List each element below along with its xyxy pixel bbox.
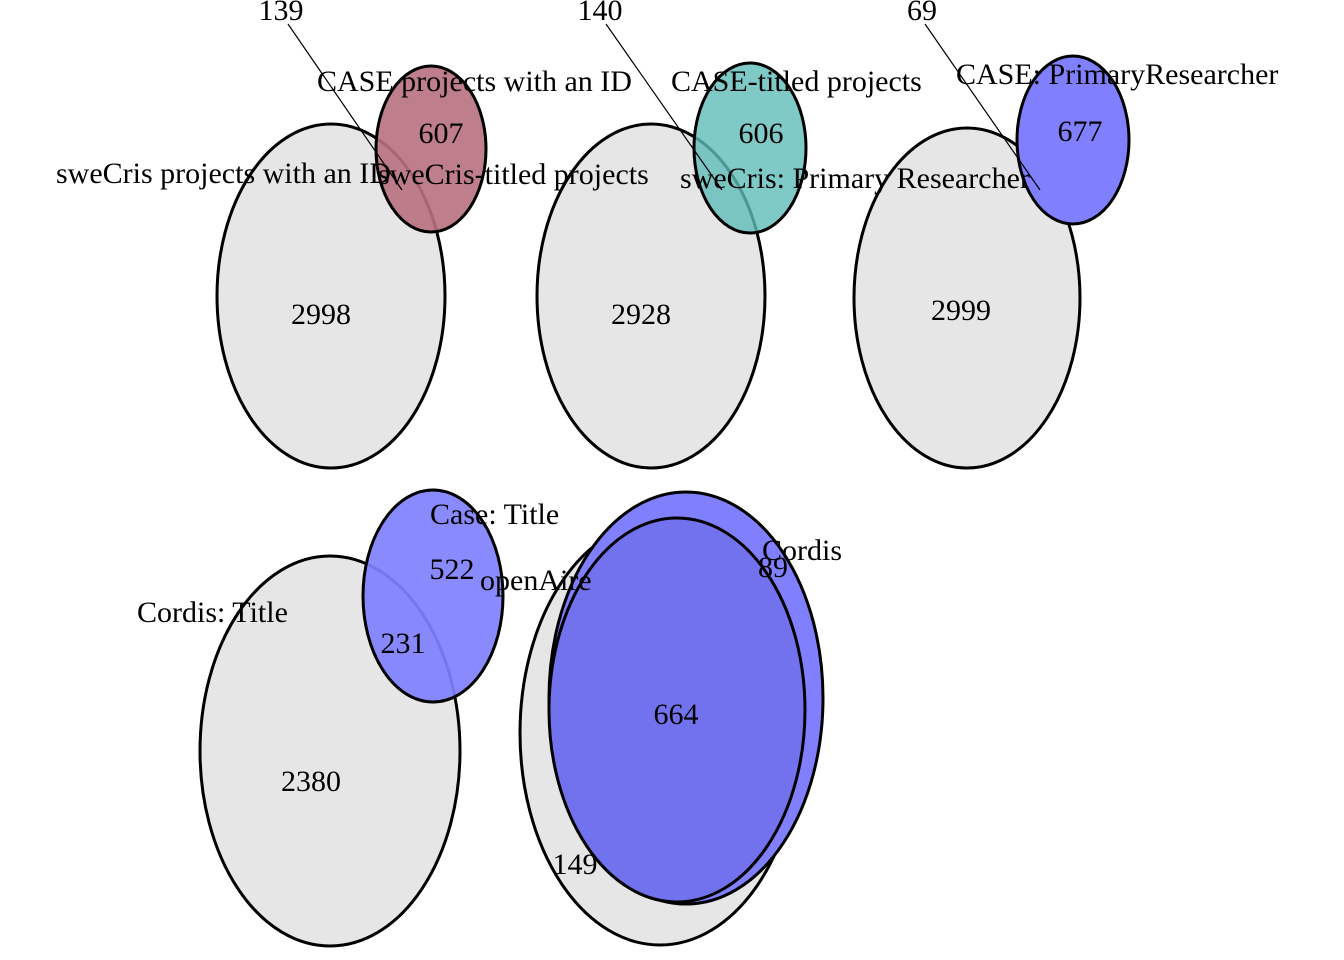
venn-2-leader-line [605, 23, 723, 191]
venn-diagram-1: 2998 607 139 sweCris projects with an ID… [56, 0, 632, 470]
venn-5-overlap-ellipse [547, 516, 807, 904]
venn-2-set-b-label: CASE-titled projects [671, 65, 922, 98]
venn-3-set-b-count: 677 [1058, 115, 1103, 148]
venn-1-set-a-label: sweCris projects with an ID [56, 157, 391, 190]
venn-1-leader-line [287, 23, 403, 191]
venn-4-set-a-label: Cordis: Title [137, 596, 288, 629]
venn-3-set-a-count: 2999 [931, 294, 991, 327]
venn-4-intersection-count: 231 [381, 627, 426, 660]
venn-diagram-4: 2380 522 231 Cordis: Title Case: Title [137, 488, 559, 948]
venn-1-set-a-ellipse [215, 122, 447, 470]
venn-4-set-b-count: 522 [430, 553, 475, 586]
venn-3-leader-line [924, 23, 1041, 191]
venn-2-intersection-count: 140 [578, 0, 623, 27]
venn-2-set-a-label: sweCris-titled projects [378, 158, 649, 191]
venn-2-set-a-count: 2928 [611, 298, 671, 331]
venn-1-set-a-count: 2998 [291, 298, 351, 331]
venn-3-intersection-count: 69 [907, 0, 937, 27]
venn-3-set-a-label: sweCris: Primary Researcher [680, 162, 1030, 195]
venn-5-set-b-count: 89 [758, 551, 788, 584]
venn-3-set-b-label: CASE: PrimaryResearcher [956, 58, 1278, 91]
venn-5-set-b-label: Cordis [762, 534, 842, 567]
venn-diagram-5: 149 89 664 openAire Cordis [480, 490, 842, 947]
venn-diagram-2: 2928 606 140 sweCris-titled projects CAS… [378, 0, 922, 470]
venn-1-intersection-count: 139 [259, 0, 304, 27]
venn-3-set-a-ellipse [852, 126, 1082, 470]
venn-4-set-b-label: Case: Title [430, 498, 559, 531]
venn-1-set-b-ellipse [374, 64, 488, 234]
venn-2-set-b-count: 606 [739, 117, 784, 150]
venn-4-set-b-ellipse [361, 488, 505, 704]
venn-1-set-b-count: 607 [419, 117, 464, 150]
venn-5-set-a-label: openAire [480, 564, 592, 597]
venn-4-set-a-count: 2380 [281, 765, 341, 798]
venn-3-set-b-ellipse [1015, 54, 1131, 226]
venn-1-set-b-label: CASE projects with an ID [317, 65, 632, 98]
venn-diagram-3: 2999 677 69 sweCris: Primary Researcher … [680, 0, 1278, 470]
venn-5-set-a-count: 149 [553, 848, 598, 881]
venn-2-set-b-ellipse [692, 61, 808, 235]
venn-5-intersection-count: 664 [654, 698, 699, 731]
venn-2-set-a-ellipse [535, 122, 767, 470]
